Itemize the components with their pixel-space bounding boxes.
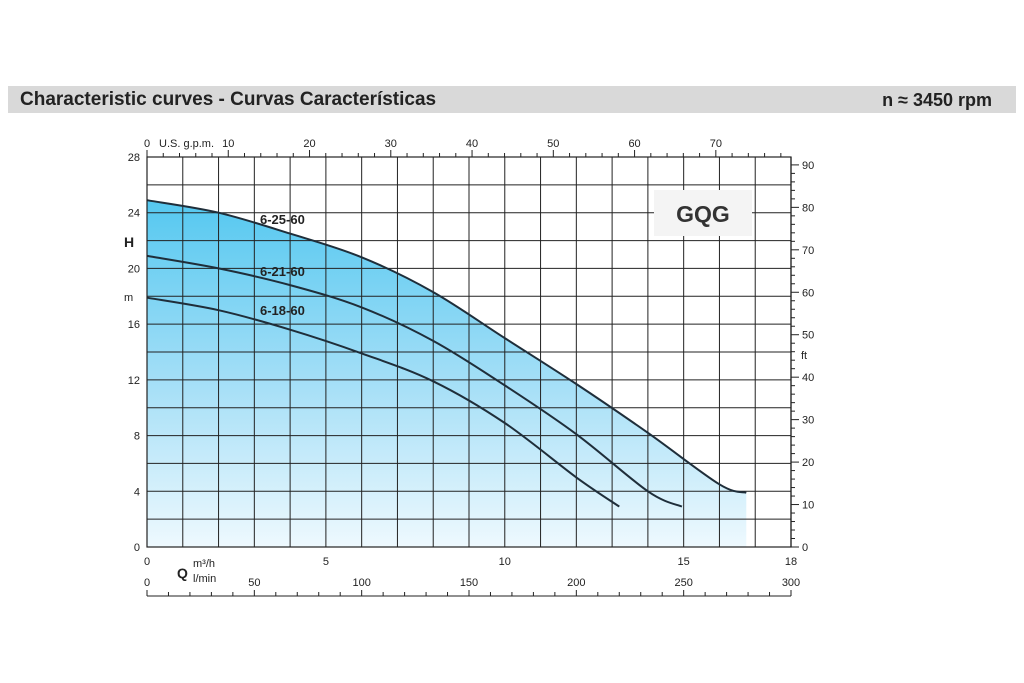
speed-label: n ≈ 3450 rpm	[882, 90, 992, 110]
gpm-tick-label: 0	[144, 138, 150, 150]
lmin-tick-label: 150	[460, 577, 478, 589]
gpm-tick-label: 20	[303, 138, 315, 150]
gpm-tick-label: 10	[222, 138, 234, 150]
x-axis-letter: Q	[177, 565, 188, 581]
y-axis-letter: H	[124, 234, 134, 250]
curve-label-6-25-60: 6-25-60	[260, 212, 305, 227]
header-bar: Characteristic curves - Curvas Caracterí…	[8, 86, 1016, 113]
ft-axis-unit: ft	[801, 350, 807, 362]
y-tick-label: 28	[128, 152, 140, 164]
chart-title: Characteristic curves - Curvas Caracterí…	[20, 89, 437, 110]
curve-label-6-21-60: 6-21-60	[260, 264, 305, 279]
y-axis-unit: m	[124, 292, 133, 304]
lmin-axis-unit: l/min	[193, 573, 216, 585]
y-tick-label: 0	[134, 542, 140, 554]
model-box	[654, 190, 752, 236]
ft-tick-label: 80	[802, 202, 814, 214]
y-tick-label: 4	[134, 486, 140, 498]
gpm-tick-label: 60	[628, 138, 640, 150]
gpm-tick-label: 40	[466, 138, 478, 150]
ft-tick-label: 30	[802, 415, 814, 427]
gpm-axis-unit: U.S. g.p.m.	[159, 138, 214, 150]
model-label: GQG	[676, 201, 730, 227]
lmin-tick-label: 200	[567, 577, 585, 589]
lmin-tick-label: 50	[248, 577, 260, 589]
x-tick-label: 5	[323, 556, 329, 568]
curve-6-25-60	[146, 199, 747, 494]
curve-label-6-18-60: 6-18-60	[260, 303, 305, 318]
y-tick-label: 16	[128, 319, 140, 331]
lmin-tick-label: 100	[352, 577, 370, 589]
x-axis-unit: m³/h	[193, 558, 215, 570]
y-tick-label: 20	[128, 263, 140, 275]
curve-6-21-60	[146, 254, 683, 508]
ft-tick-label: 20	[802, 457, 814, 469]
gpm-tick-label: 50	[547, 138, 559, 150]
x-tick-label: 15	[678, 556, 690, 568]
gpm-tick-label: 30	[385, 138, 397, 150]
lmin-tick-label: 250	[674, 577, 692, 589]
y-tick-label: 12	[128, 375, 140, 387]
ft-tick-label: 10	[802, 500, 814, 512]
ft-tick-label: 90	[802, 160, 814, 172]
lmin-tick-label: 0	[144, 577, 150, 589]
gpm-tick-label: 70	[710, 138, 722, 150]
curve-6-18-60	[146, 296, 620, 508]
ft-tick-label: 0	[802, 542, 808, 554]
x-tick-label: 10	[499, 556, 511, 568]
x-tick-label: 0	[144, 556, 150, 568]
lmin-tick-label: 300	[782, 577, 800, 589]
y-tick-label: 8	[134, 431, 140, 443]
ft-tick-label: 40	[802, 372, 814, 384]
ft-tick-label: 50	[802, 330, 814, 342]
ft-tick-label: 70	[802, 245, 814, 257]
ft-tick-label: 60	[802, 287, 814, 299]
operating-area	[147, 200, 747, 547]
x-tick-label: 18	[785, 556, 797, 568]
y-tick-label: 24	[128, 208, 140, 220]
